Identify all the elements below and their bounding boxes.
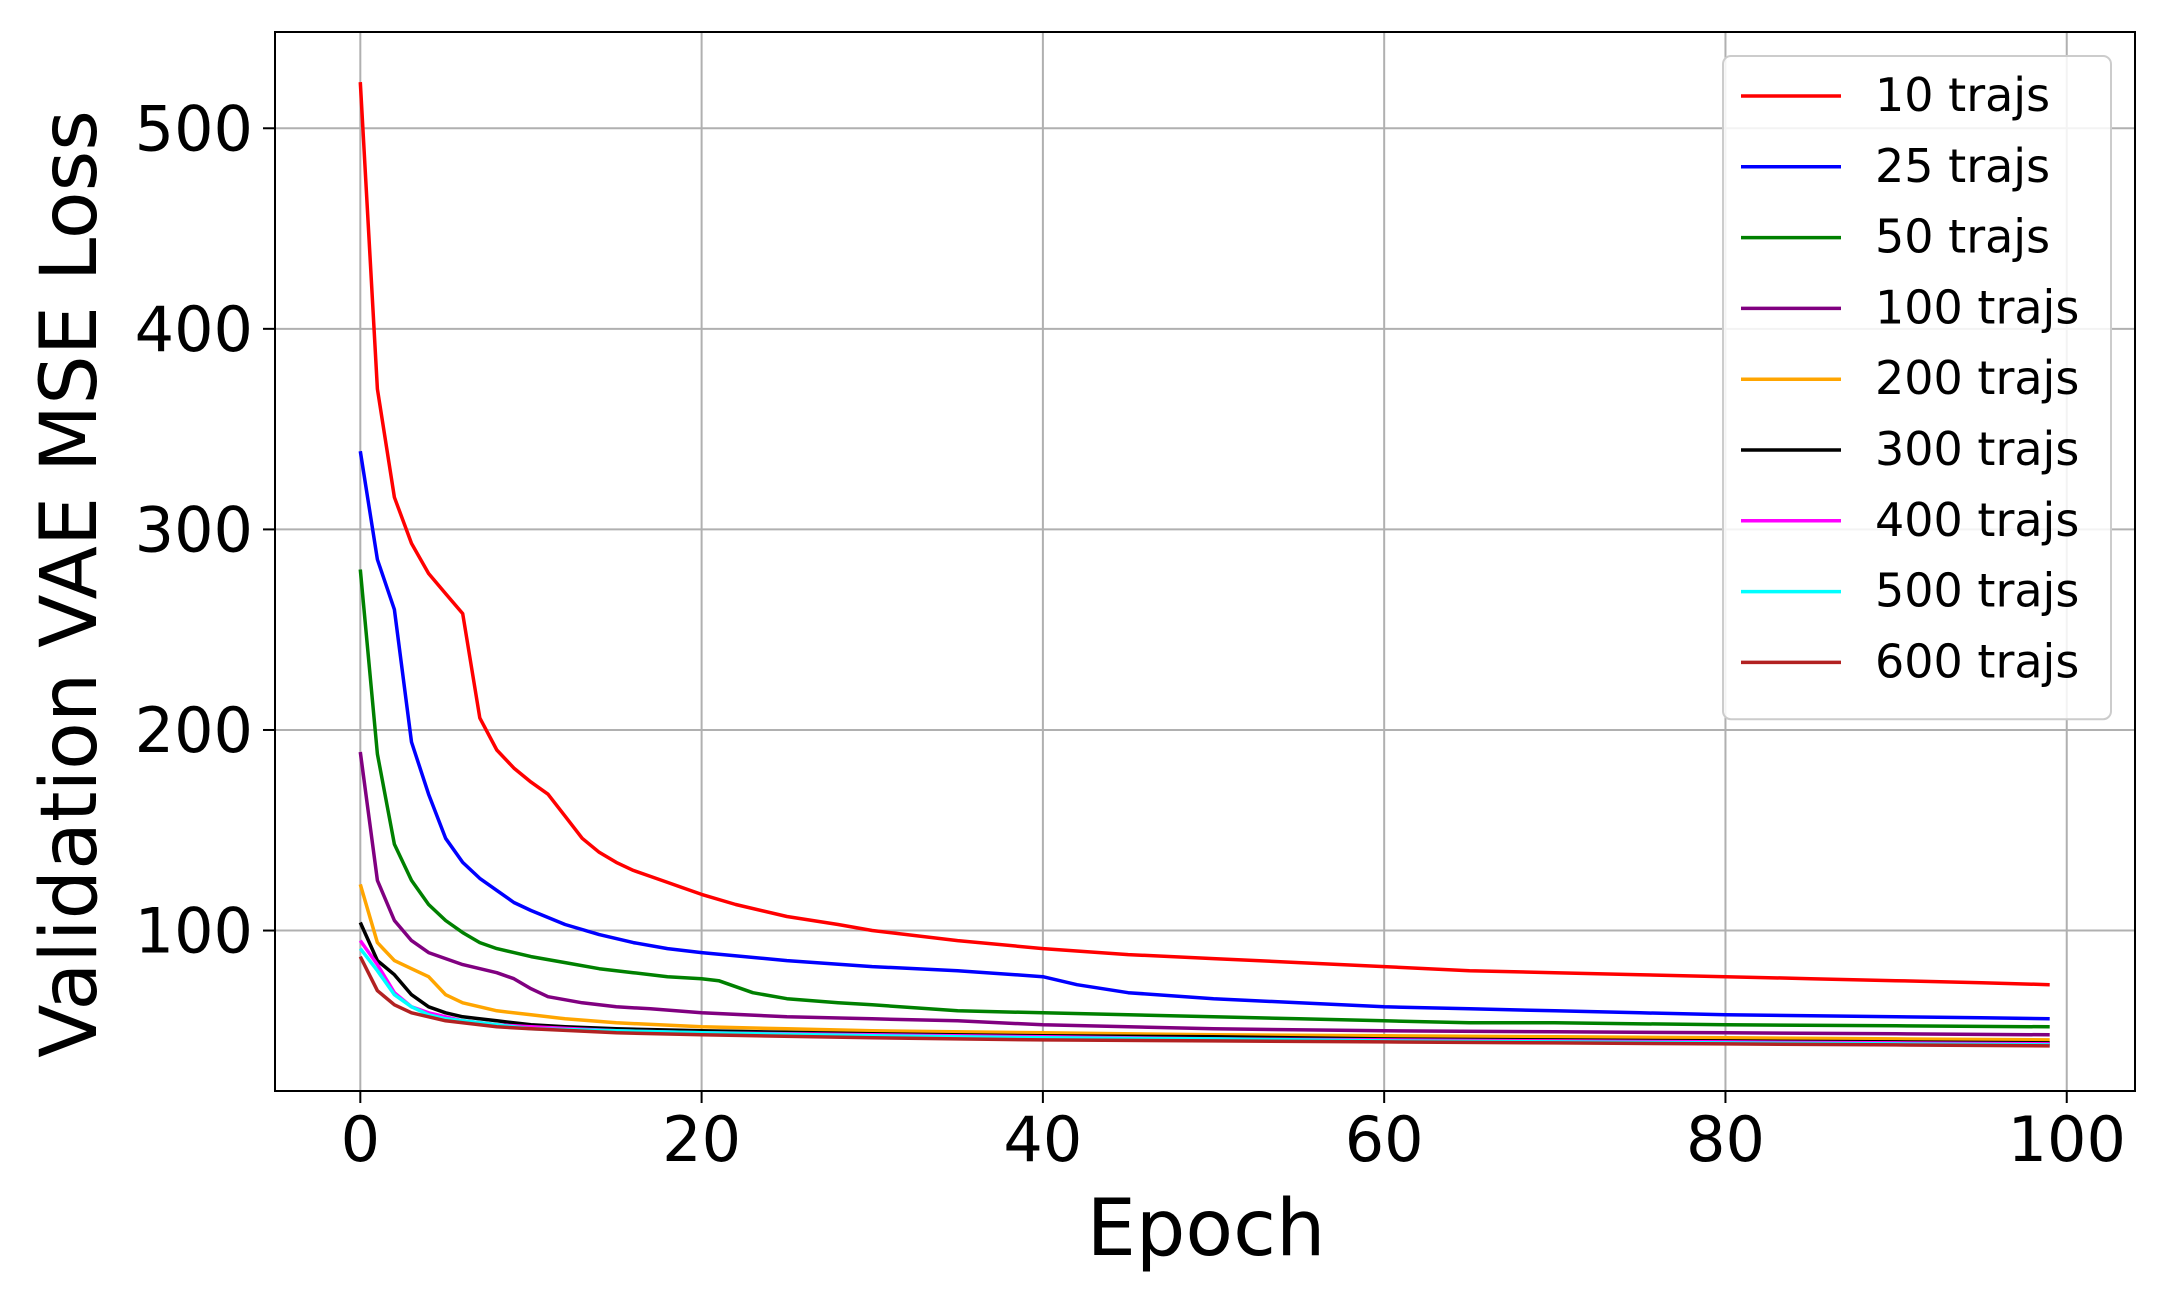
legend-label: 500 trajs (1875, 564, 2079, 618)
legend-label: 10 trajs (1875, 68, 2050, 122)
y-tick-label: 300 (135, 493, 253, 566)
x-tick-label: 80 (1686, 1103, 1765, 1176)
y-tick-label: 100 (135, 895, 253, 968)
x-axis-label: Epoch (1087, 1184, 1326, 1274)
legend-label: 600 trajs (1875, 634, 2079, 688)
legend-label: 100 trajs (1875, 280, 2079, 334)
y-axis-label: Validation VAE MSE Loss (25, 110, 115, 1058)
x-tick-label: 40 (1003, 1103, 1082, 1176)
series-line-200-trajs (358, 883, 2050, 1042)
x-tick-label: 100 (2008, 1103, 2126, 1176)
series-line-25-trajs (358, 450, 2050, 1021)
series-line-100-trajs (358, 751, 2050, 1037)
series-line-50-trajs (358, 569, 2050, 1029)
legend-label: 200 trajs (1875, 351, 2079, 405)
legend-label: 50 trajs (1875, 210, 2050, 264)
series-lines (358, 82, 2050, 1048)
x-tick-label: 60 (1345, 1103, 1424, 1176)
plot-frame (274, 31, 2136, 1092)
y-tick-label: 500 (135, 92, 253, 165)
series-line-10-trajs (358, 82, 2050, 987)
legend: 10 trajs 25 trajs 50 trajs 100 trajs 200 tra… (1722, 55, 2112, 721)
x-tick-label: 20 (662, 1103, 741, 1176)
y-axis-ticks: 100 200 300 400 500 (135, 92, 275, 968)
x-axis-ticks: 0 20 40 60 80 100 (341, 1091, 2126, 1176)
legend-box (1722, 55, 2112, 721)
series-line-600-trajs (358, 955, 2050, 1048)
legend-label: 25 trajs (1875, 139, 2050, 193)
y-tick-label: 400 (135, 293, 253, 366)
x-tick-label: 0 (341, 1103, 380, 1176)
legend-label: 300 trajs (1875, 422, 2079, 476)
y-tick-label: 200 (135, 694, 253, 767)
legend-label: 400 trajs (1875, 493, 2079, 547)
